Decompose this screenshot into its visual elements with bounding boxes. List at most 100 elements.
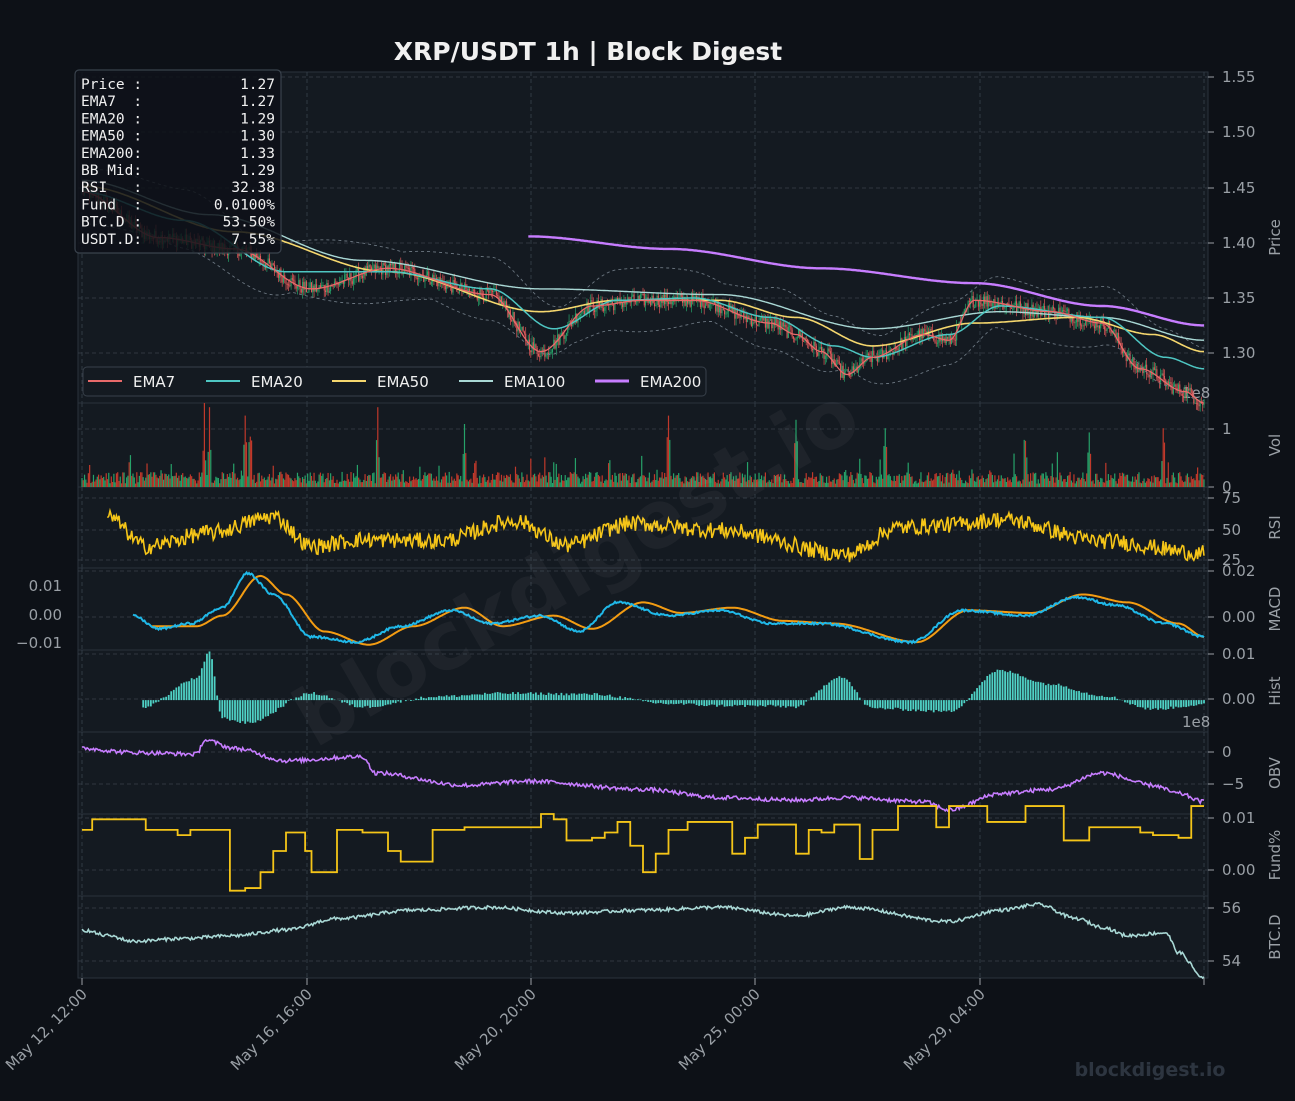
- volume-bar: [95, 480, 96, 487]
- candle-body: [659, 305, 660, 307]
- volume-bar: [1183, 482, 1184, 487]
- volume-bar: [1149, 479, 1150, 487]
- info-value: 1.29: [240, 111, 275, 127]
- volume-bar: [173, 476, 174, 487]
- candle-body: [836, 360, 837, 365]
- candle-body: [815, 342, 816, 346]
- volume-bar: [829, 476, 830, 487]
- candle-body: [1007, 303, 1008, 304]
- candle-body: [329, 291, 330, 293]
- histogram-bar: [573, 693, 575, 700]
- volume-bar: [479, 476, 480, 487]
- histogram-bar: [175, 688, 177, 701]
- volume-bar: [477, 478, 478, 487]
- histogram-bar: [280, 700, 282, 707]
- volume-bar: [225, 479, 226, 487]
- volume-bar: [934, 474, 935, 487]
- candle-body: [352, 281, 353, 284]
- candle-body: [580, 313, 581, 315]
- candle-body: [617, 298, 618, 299]
- volume-bar: [567, 478, 568, 487]
- histogram-bar: [765, 700, 767, 707]
- histogram-bar: [481, 695, 483, 700]
- volume-bar: [421, 481, 422, 487]
- histogram-bar: [1116, 699, 1118, 700]
- volume-bar: [474, 463, 475, 487]
- volume-bar: [537, 481, 538, 487]
- histogram-bar: [619, 696, 621, 700]
- histogram-bar: [471, 694, 473, 700]
- candle-body: [1174, 384, 1175, 386]
- volume-bar: [483, 474, 484, 487]
- histogram-bar: [974, 691, 976, 700]
- volume-bar: [367, 476, 368, 487]
- histogram-bar: [1101, 696, 1103, 700]
- histogram-bar: [1195, 700, 1197, 705]
- volume-bar: [475, 461, 476, 487]
- histogram-bar: [629, 698, 631, 700]
- volume-bar: [322, 474, 323, 487]
- volume-bar: [839, 473, 840, 487]
- candle-body: [603, 308, 604, 311]
- volume-bar: [364, 474, 365, 487]
- volume-bar: [370, 475, 371, 487]
- legend-label-ema7: EMA7: [133, 373, 175, 391]
- candle-body: [1066, 311, 1067, 312]
- histogram-bar: [719, 700, 721, 705]
- volume-bar: [858, 474, 859, 487]
- candle-body: [936, 343, 937, 344]
- volume-bar: [418, 479, 419, 487]
- volume-bar: [209, 407, 210, 487]
- info-value: 1.33: [240, 146, 275, 162]
- volume-bar: [482, 477, 483, 487]
- volume-bar: [231, 478, 232, 487]
- volume-bar: [844, 472, 845, 487]
- histogram-bar: [1162, 700, 1164, 709]
- histogram-bar: [650, 700, 652, 702]
- volume-bar: [480, 483, 481, 487]
- volume-bar: [316, 483, 317, 487]
- volume-bar: [1095, 474, 1096, 487]
- candle-body: [385, 265, 386, 275]
- volume-bar: [315, 481, 316, 487]
- candle-body: [755, 316, 756, 323]
- volume-bar: [438, 466, 439, 487]
- candle-body: [1179, 384, 1180, 393]
- histogram-bar: [484, 693, 486, 700]
- volume-bar: [259, 473, 260, 487]
- volume-bar: [549, 472, 550, 487]
- histogram-bar: [767, 700, 769, 705]
- histogram-bar: [1139, 700, 1141, 707]
- volume-bar: [464, 424, 465, 487]
- volume-bar: [553, 462, 554, 487]
- candle-body: [650, 301, 651, 306]
- volume-bar: [1087, 453, 1088, 487]
- volume-bar: [1129, 481, 1130, 487]
- volume-bar: [1052, 463, 1053, 487]
- candle-body: [380, 267, 381, 268]
- legend-label-ema200: EMA200: [640, 373, 701, 391]
- volume-bar: [324, 482, 325, 487]
- volume-bar: [948, 483, 949, 487]
- histogram-bar: [183, 682, 185, 700]
- volume-bar: [835, 484, 836, 487]
- volume-bar: [206, 475, 207, 487]
- volume-bar: [387, 480, 388, 487]
- histogram-bar: [606, 695, 608, 700]
- histogram-bar: [158, 700, 160, 702]
- volume-bar: [157, 478, 158, 487]
- candle-body: [310, 282, 311, 287]
- volume-bar: [1163, 428, 1164, 487]
- candle-body: [412, 267, 413, 268]
- volume-bar: [1020, 481, 1021, 487]
- volume-bar: [449, 472, 450, 487]
- candle-body: [783, 322, 784, 326]
- candle-body: [991, 303, 992, 306]
- volume-bar: [540, 479, 541, 487]
- histogram-bar: [1081, 693, 1083, 700]
- histogram-bar: [622, 699, 624, 700]
- volume-bar: [1049, 481, 1050, 487]
- candle-body: [867, 354, 868, 355]
- candle-body: [458, 292, 459, 293]
- volume-bar: [183, 477, 184, 487]
